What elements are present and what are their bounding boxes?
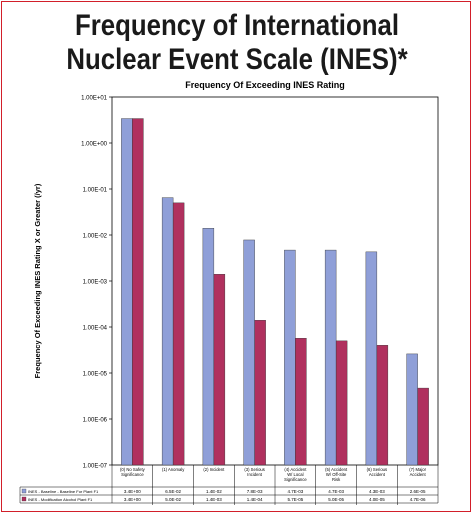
category-label-line: (5) Accident xyxy=(325,467,348,472)
category-label-line: W/ Off-Site xyxy=(326,472,347,477)
category-label-line: (1) Anomaly xyxy=(162,467,185,472)
category-label-2: (2) Incident xyxy=(203,467,225,472)
value-label-0-0: 3.4E+00 xyxy=(124,489,141,494)
bar-baseline-0 xyxy=(121,118,133,466)
value-label-0-7: 2.6E-05 xyxy=(410,489,426,494)
category-label-1: (1) Anomaly xyxy=(162,467,185,472)
value-label-1-2: 1.4E-03 xyxy=(206,497,222,502)
y-tick-label: 1.00E-04 xyxy=(83,326,108,332)
value-label-0-6: 4.3E-03 xyxy=(369,489,385,494)
category-label-0: (0) No Safety Significance xyxy=(120,467,146,477)
bar-baseline-5 xyxy=(324,249,337,466)
series-label-0: INES - Baseline - Baseline For Plant F1 xyxy=(28,489,99,494)
bar-modification-3 xyxy=(254,320,266,466)
category-label-line: (7) Major xyxy=(409,467,426,472)
category-label-line: (4) Accident xyxy=(284,467,307,472)
bar-modification-0 xyxy=(132,118,144,466)
y-tick-label: 1.00E-02 xyxy=(83,234,108,240)
bar-baseline-1 xyxy=(161,197,174,466)
category-label-line: (0) No Safety xyxy=(120,467,146,472)
category-label-4: (4) Accident W/ Local Significance xyxy=(284,467,307,482)
bar-baseline-3 xyxy=(243,239,255,466)
category-label-line: (6) Serious xyxy=(367,467,387,472)
value-label-0-2: 1.4E-02 xyxy=(206,489,222,494)
value-label-0-1: 6.5E-02 xyxy=(165,489,181,494)
category-label-line: Significance xyxy=(284,477,307,482)
y-tick-label: 1.00E-06 xyxy=(83,418,108,424)
value-label-1-7: 4.7E-06 xyxy=(410,497,426,502)
main-title-line2: Nuclear Event Scale (INES)* xyxy=(66,43,408,76)
value-label-1-4: 5.7E-05 xyxy=(287,497,303,502)
y-tick-label: 1.00E+01 xyxy=(81,96,108,102)
category-label-3: (3) Serious Incident xyxy=(244,467,264,477)
category-label-line: Incident xyxy=(247,472,263,477)
value-label-1-0: 3.4E+00 xyxy=(124,497,141,502)
y-tick-label: 1.00E-05 xyxy=(83,372,108,378)
category-label-line: (3) Serious xyxy=(244,467,264,472)
category-label-7: (7) Major Accident xyxy=(409,467,426,477)
value-label-1-6: 4.0E-05 xyxy=(369,497,385,502)
y-tick-label: 1.00E-03 xyxy=(83,280,108,286)
value-label-0-3: 7.8E-03 xyxy=(247,489,263,494)
legend-swatch-1 xyxy=(21,496,27,502)
category-label-line: Significance xyxy=(121,472,144,477)
value-label-0-5: 4.7E-03 xyxy=(328,489,344,494)
category-label-5: (5) Accident W/ Off-Site Risk xyxy=(325,467,348,482)
category-label-6: (6) Serious Accident xyxy=(367,467,387,477)
bar-modification-1 xyxy=(172,202,185,466)
y-tick-label: 1.00E-07 xyxy=(83,464,108,470)
value-label-1-1: 5.0E-02 xyxy=(165,497,181,502)
value-label-1-5: 5.0E-05 xyxy=(328,497,344,502)
bar-modification-7 xyxy=(417,387,429,466)
bar-baseline-6 xyxy=(365,251,378,466)
bar-modification-4 xyxy=(295,338,307,466)
value-label-1-3: 1.4E-04 xyxy=(247,497,263,502)
category-label-line: (2) Incident xyxy=(203,467,225,472)
plot-area xyxy=(111,96,439,466)
bar-modification-2 xyxy=(213,274,226,466)
bar-modification-5 xyxy=(335,340,348,466)
main-title-line1: Frequency of International xyxy=(75,9,399,42)
value-label-0-4: 4.7E-03 xyxy=(287,489,303,494)
chart-title: Frequency Of Exceeding INES Rating xyxy=(185,80,345,90)
bar-baseline-4 xyxy=(284,249,296,466)
y-tick-label: 1.00E-01 xyxy=(83,188,108,194)
category-label-line: Accident xyxy=(410,472,427,477)
category-label-line: W/ Local xyxy=(287,472,303,477)
category-label-line: Risk xyxy=(332,477,341,482)
bar-modification-6 xyxy=(376,345,389,466)
legend-swatch-0 xyxy=(21,488,27,494)
bar-baseline-7 xyxy=(406,353,418,466)
category-label-line: Accident xyxy=(369,472,386,477)
y-axis-label: Frequency Of Exceeding INES Rating X or … xyxy=(33,183,42,378)
y-tick-label: 1.00E+00 xyxy=(81,142,108,148)
series-label-1: INES - Modification Alcohol Plant F1 xyxy=(28,497,93,502)
bar-baseline-2 xyxy=(202,228,215,466)
